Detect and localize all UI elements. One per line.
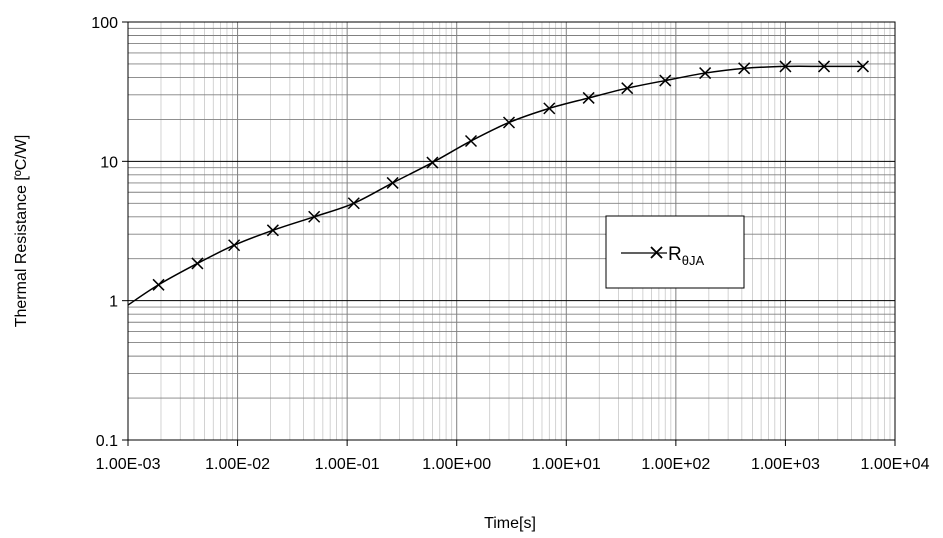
data-point-marker [191,257,204,270]
data-point-marker [779,60,792,73]
marker-stroke [699,67,712,80]
y-tick-labels: 0.1 1 10 100 [91,15,118,450]
series-line [127,65,863,306]
x-tick-label: 1.00E+03 [751,456,820,473]
y-tick-label: 100 [91,15,118,32]
x-tick-label: 1.00E+00 [422,456,491,473]
marker-stroke [464,134,478,148]
legend-box [605,215,745,289]
data-point-marker [543,102,556,115]
grid-minor [128,22,895,440]
plot-area-border [127,21,896,441]
y-tick-label: 1 [109,294,118,311]
x-axis-title: Time[s] [484,515,536,532]
data-point-marker [817,60,831,73]
marker-stroke [856,60,869,73]
data-point-marker [621,82,634,95]
marker-stroke [543,102,556,115]
data-point-marker [502,116,516,129]
axis-ticks [122,21,896,446]
marker-stroke [266,224,279,237]
grid-major [127,21,896,441]
marker-stroke [228,239,241,252]
marker-stroke [738,62,751,75]
x-tick-labels: 1.00E-03 1.00E-02 1.00E-01 1.00E+00 1.00E+01… [96,456,930,473]
marker-stroke [152,278,165,291]
legend-label: RθJA [668,244,704,268]
marker-stroke [308,210,321,223]
x-tick-label: 1.00E-02 [205,456,270,473]
y-axis-title: Thermal Resistance [ºC/W] [13,135,30,328]
marker-stroke [582,91,595,104]
legend-label-main: R [668,244,682,265]
data-point-marker [386,176,399,189]
data-point-marker [347,197,360,210]
marker-stroke [191,257,204,270]
data-point-marker [464,134,478,148]
series-rthja [127,60,869,306]
x-tick-label: 1.00E+02 [641,456,710,473]
data-point-marker [426,156,439,169]
marker-stroke [659,74,672,87]
marker-stroke [817,60,831,73]
y-tick-label: 0.1 [96,433,118,450]
x-tick-label: 1.00E+04 [861,456,930,473]
marker-stroke [621,82,634,95]
x-tick-label: 1.00E+01 [532,456,601,473]
legend-marker-x [650,246,663,259]
legend: RθJA [605,215,745,289]
data-point-marker [738,62,751,75]
data-point-marker [228,239,241,252]
data-point-marker [856,60,869,73]
y-tick-label: 10 [100,154,118,171]
data-point-marker [699,67,712,80]
marker-stroke [779,60,792,73]
data-point-marker [308,210,321,223]
marker-stroke [347,197,360,210]
data-point-marker [582,91,595,104]
data-point-marker [266,224,279,237]
marker-stroke [426,156,439,169]
data-point-marker [152,278,165,291]
data-point-marker [659,74,672,87]
marker-stroke [386,176,399,189]
legend-label-sub: θJA [682,253,705,268]
x-tick-label: 1.00E-03 [96,456,161,473]
x-tick-label: 1.00E-01 [315,456,380,473]
marker-stroke [502,116,516,129]
